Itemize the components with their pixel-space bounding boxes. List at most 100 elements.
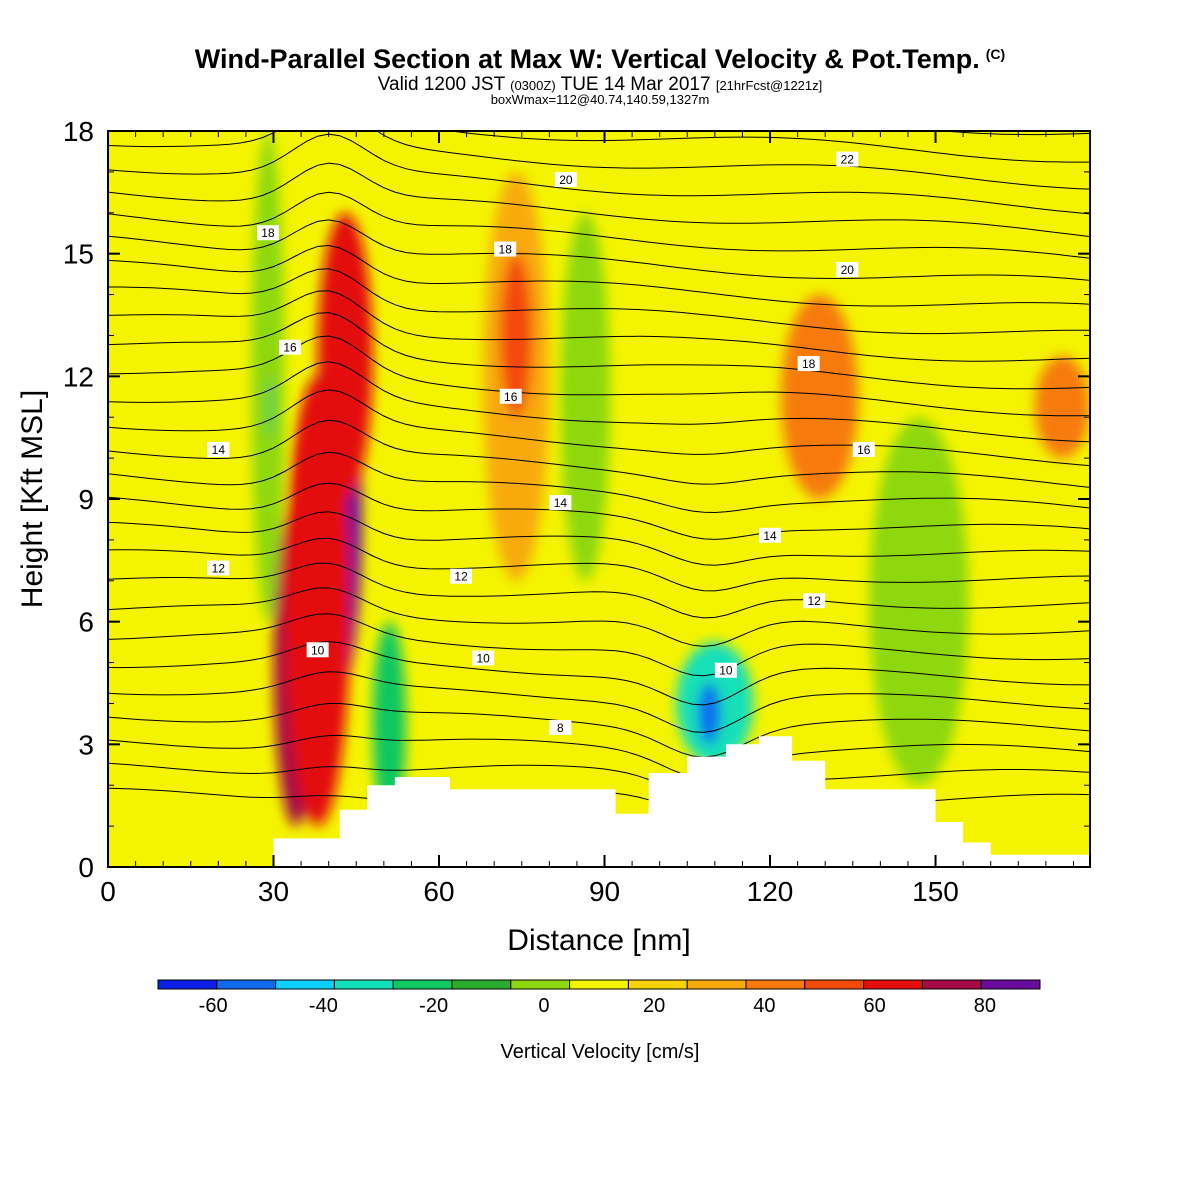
svg-text:12: 12 [807,594,821,608]
isoline-label: 10 [714,662,737,678]
terrain-fill [108,736,1090,867]
colorbar-swatch [569,979,629,990]
isoline-label: 22 [836,151,859,167]
colorbar-swatch [275,979,335,990]
velocity-cell-14 [781,294,859,499]
x-tick-label: 150 [912,876,959,907]
isoline-label: 20 [836,262,859,278]
svg-text:10: 10 [476,651,490,665]
isoline [108,734,1090,780]
colorbar: -60 -40 -20 0 20 40 60 80 Vertical Velocity [cm/… [157,979,1041,1063]
isoline [108,511,1090,566]
colorbar-tick-label: 60 [864,995,886,1017]
terrain-mask [108,736,1090,867]
isoline [108,641,1090,706]
velocity-cell-10 [499,253,533,418]
y-tick-label: 3 [78,729,94,760]
x-tick-label: 30 [258,876,289,907]
svg-text:12: 12 [454,570,468,584]
isoline [108,762,1090,798]
svg-text:20: 20 [841,263,855,277]
chart-subtitle: Valid 1200 JST (0300Z) TUE 14 Mar 2017 [… [377,74,823,95]
isoline [108,361,1090,443]
isoline [108,389,1090,467]
colorbar-swatch [980,979,1041,990]
isoline [108,133,1090,215]
isoline [108,191,1090,259]
x-tick-label: 90 [589,876,620,907]
velocity-cell-7 [267,376,274,438]
y-tick-label: 6 [78,607,94,638]
colorbar-tick-label: -20 [419,995,448,1017]
svg-text:16: 16 [857,443,871,457]
velocity-cell-8 [372,621,406,827]
isoline-label: 12 [450,568,473,584]
velocity-cell-13 [698,683,721,745]
colorbar-swatch [627,979,688,990]
isoline-label: 14 [759,527,782,543]
svg-text:16: 16 [283,341,297,355]
velocity-cell-16 [1034,355,1090,459]
velocity-field [108,131,1090,867]
velocity-cell-1 [108,212,164,827]
y-tick-label: 15 [63,239,94,270]
svg-text:20: 20 [559,173,573,187]
svg-text:10: 10 [311,643,325,657]
velocity-cell-6 [251,131,285,622]
isoline [108,537,1090,592]
isoline [108,131,1090,190]
chart-title: Wind-Parallel Section at Max W: Vertical… [194,44,1006,74]
colorbar-swatch [333,979,394,990]
colorbar-swatch [451,979,512,990]
colorbar-swatch [510,979,571,990]
colorbar-tick-label: 0 [538,995,549,1017]
isoline [108,482,1090,540]
axes: 0 30 60 90 120 150 0 3 6 9 12 15 18 Distance [nm] Heig… [16,116,1090,957]
isoline [108,335,1090,417]
svg-text:18: 18 [802,357,816,371]
isoline-label: 10 [472,650,495,666]
colorbar-tick-label: -40 [309,995,338,1017]
isoline [447,131,1090,163]
x-tick-label: 60 [423,876,454,907]
isoline [108,562,1090,619]
colorbar-tick-label: -60 [199,995,228,1017]
velocity-cell-5 [317,212,373,499]
isoline-label: 20 [554,172,577,188]
isoline-label: 14 [207,441,230,457]
isoline [108,219,1090,281]
svg-text:18: 18 [261,226,275,240]
svg-text:14: 14 [554,496,568,510]
svg-text:10: 10 [719,664,733,678]
svg-text:8: 8 [557,721,564,735]
y-tick-label: 0 [78,852,94,883]
colorbar-tick-label: 20 [643,995,665,1017]
isoline-label: 18 [494,241,517,257]
colorbar-swatch [804,979,865,990]
colorbar-swatch [157,979,218,990]
colorbar-swatch [863,979,923,990]
isoline-label: 16 [499,388,522,404]
svg-text:14: 14 [763,529,777,543]
colorbar-swatch [686,979,747,990]
colorbar-label: Vertical Velocity [cm/s] [501,1041,700,1063]
isoline [108,419,1090,488]
isoline-label: 16 [852,441,875,457]
isoline-label: 12 [207,560,230,576]
isoline-label: 10 [306,642,329,658]
isoline [108,613,1090,677]
isoline [108,290,1090,362]
isoline [108,703,1090,758]
colorbar-swatch [921,979,982,990]
colorbar-tick-label: 40 [753,995,775,1017]
isoline-label: 16 [279,339,302,355]
x-tick-label: 120 [747,876,794,907]
isoline-label: 18 [797,356,820,372]
velocity-cell-11 [560,212,611,581]
y-tick-label: 9 [78,484,94,515]
x-tick-label: 0 [100,876,116,907]
svg-text:22: 22 [841,153,855,167]
colorbar-swatch [745,979,806,990]
isoline [108,244,1090,307]
